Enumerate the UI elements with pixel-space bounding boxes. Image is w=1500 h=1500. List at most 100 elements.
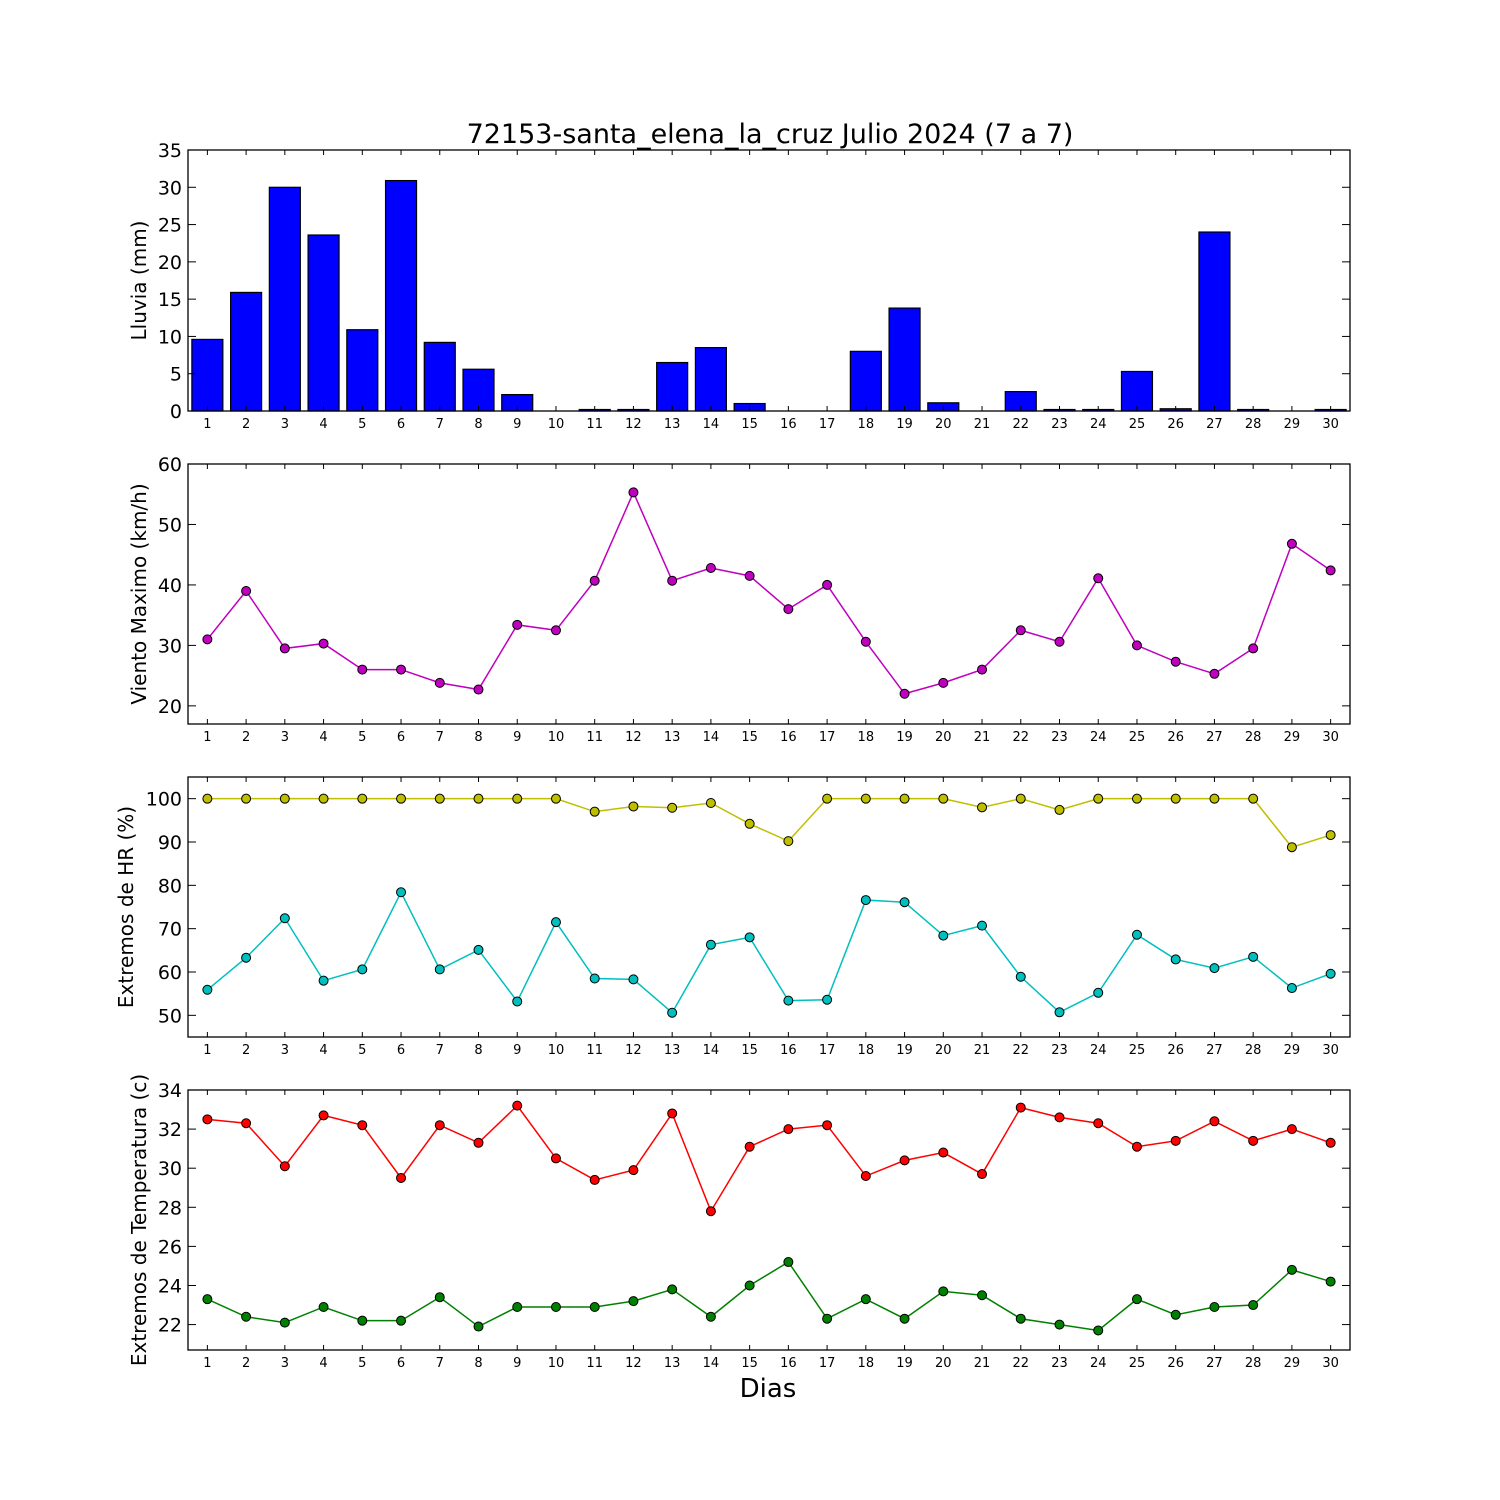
point-wind-1-24 [1093,573,1104,584]
x-tick-label-humidity-28: 28 [1245,1043,1262,1058]
x-tick-label-rain-16: 16 [780,417,797,432]
point-temperature-2-23 [1054,1319,1065,1330]
x-tick-label-rain-18: 18 [858,417,875,432]
point-temperature-1-20 [938,1147,949,1158]
point-temperature-2-1 [202,1294,213,1305]
x-tick-label-rain-6: 6 [397,417,405,432]
point-humidity-2-21 [977,920,988,931]
x-tick-label-wind-28: 28 [1245,730,1262,745]
point-humidity-2-19 [899,897,910,908]
point-temperature-2-15 [744,1280,755,1291]
point-humidity-1-17 [822,793,833,804]
x-tick-label-temperature-19: 19 [896,1356,913,1371]
point-temperature-2-19 [899,1313,910,1324]
x-tick-label-wind-16: 16 [780,730,797,745]
point-wind-1-8 [473,684,484,695]
x-tick-label-rain-28: 28 [1245,417,1262,432]
x-tick-label-wind-12: 12 [625,730,642,745]
point-temperature-2-29 [1286,1264,1297,1275]
point-humidity-1-28 [1248,793,1259,804]
point-wind-1-27 [1209,668,1220,679]
y-tick-label-rain-35: 35 [158,140,182,162]
x-tick-label-humidity-15: 15 [741,1043,758,1058]
x-tick-label-humidity-29: 29 [1284,1043,1301,1058]
x-tick-label-humidity-6: 6 [397,1043,405,1058]
point-temperature-1-13 [667,1108,678,1119]
bar-rain-25 [1120,370,1154,412]
point-humidity-1-25 [1131,793,1142,804]
x-tick-label-humidity-19: 19 [896,1043,913,1058]
point-humidity-1-13 [667,802,678,813]
x-tick-label-temperature-30: 30 [1322,1356,1339,1371]
point-wind-1-20 [938,677,949,688]
point-humidity-1-21 [977,802,988,813]
point-temperature-1-7 [434,1120,445,1131]
point-temperature-1-4 [318,1110,329,1121]
point-humidity-1-10 [550,793,561,804]
x-tick-label-wind-21: 21 [974,730,991,745]
x-tick-label-humidity-16: 16 [780,1043,797,1058]
x-tick-label-rain-14: 14 [703,417,720,432]
bar-rain-3 [268,186,301,412]
y-tick-label-temperature-32: 32 [158,1119,182,1141]
point-humidity-1-27 [1209,793,1220,804]
axes-frame-temperature [187,1089,1351,1351]
series-line-humidity-1 [207,797,1331,849]
y-tick-label-temperature-34: 34 [158,1080,182,1102]
point-temperature-2-30 [1325,1276,1336,1287]
point-humidity-2-25 [1131,929,1142,940]
point-humidity-2-17 [822,994,833,1005]
point-wind-1-16 [783,604,794,615]
x-tick-label-humidity-26: 26 [1167,1043,1184,1058]
point-temperature-1-24 [1093,1118,1104,1129]
point-wind-1-22 [1015,625,1026,636]
y-axis-label-temperature: Extremos de Temperatura (c) [127,1074,151,1366]
point-humidity-2-7 [434,964,445,975]
bar-rain-5 [346,329,379,412]
point-humidity-2-12 [628,974,639,985]
point-temperature-1-18 [860,1171,871,1182]
point-temperature-1-23 [1054,1112,1065,1123]
point-temperature-2-17 [822,1313,833,1324]
x-tick-label-rain-3: 3 [281,417,289,432]
point-humidity-2-5 [357,964,368,975]
x-tick-label-humidity-7: 7 [436,1043,444,1058]
bar-rain-8 [462,368,495,412]
y-tick-label-rain-10: 10 [158,326,182,348]
bar-rain-14 [694,347,727,412]
x-tick-label-rain-2: 2 [242,417,250,432]
x-tick-label-temperature-26: 26 [1167,1356,1184,1371]
x-tick-label-temperature-4: 4 [319,1356,327,1371]
panel-temperature: 1 2 3 4 5 6 7 8 9 10 11 12 13 14 15 16 17 18 19 20 21 22 23 24 2… [127,1074,1351,1371]
point-wind-1-28 [1248,643,1259,654]
x-tick-label-temperature-18: 18 [858,1356,875,1371]
point-temperature-2-26 [1170,1309,1181,1320]
point-humidity-1-12 [628,801,639,812]
x-tick-label-wind-9: 9 [513,730,521,745]
point-humidity-1-5 [357,793,368,804]
x-tick-label-wind-14: 14 [703,730,720,745]
x-tick-label-wind-5: 5 [358,730,366,745]
y-tick-label-humidity-50: 50 [158,1005,182,1027]
point-humidity-2-2 [241,952,252,963]
point-temperature-1-21 [977,1169,988,1180]
x-tick-label-wind-22: 22 [1012,730,1029,745]
x-tick-label-wind-4: 4 [319,730,327,745]
x-tick-label-wind-10: 10 [548,730,565,745]
point-humidity-2-24 [1093,987,1104,998]
x-tick-label-temperature-23: 23 [1051,1356,1068,1371]
x-tick-label-temperature-24: 24 [1090,1356,1107,1371]
x-tick-label-temperature-2: 2 [242,1356,250,1371]
point-wind-1-17 [822,579,833,590]
point-temperature-1-5 [357,1120,368,1131]
point-humidity-1-6 [396,793,407,804]
point-humidity-1-30 [1325,830,1336,841]
point-humidity-1-16 [783,836,794,847]
y-tick-label-wind-50: 50 [158,514,182,536]
point-wind-1-30 [1325,565,1336,576]
x-tick-label-wind-18: 18 [858,730,875,745]
x-tick-label-temperature-11: 11 [586,1356,603,1371]
panel-humidity: 1 2 3 4 5 6 7 8 9 10 11 12 13 14 15 16 17 18 19 20 21 22 23 24 2… [114,776,1351,1058]
y-tick-label-temperature-26: 26 [158,1236,182,1258]
